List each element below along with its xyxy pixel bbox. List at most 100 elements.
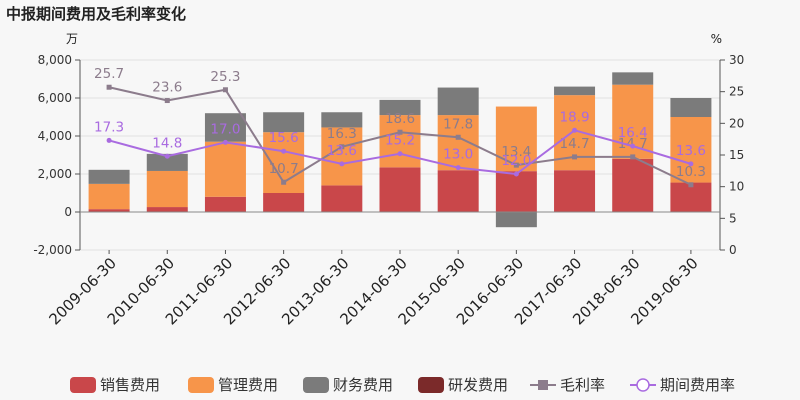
- bar-segment: [321, 112, 363, 128]
- line-point: [455, 165, 461, 171]
- bar-segment: [379, 99, 421, 116]
- bar-segment: [612, 72, 654, 85]
- legend-marker: [636, 378, 650, 392]
- legend-label: 期间费用率: [660, 376, 735, 394]
- right-tick-label: 0: [729, 243, 737, 257]
- data-label: 13.6: [676, 143, 706, 159]
- bar-segment: [263, 112, 305, 133]
- data-label: 13.4: [501, 144, 531, 160]
- bar-segment: [495, 171, 537, 212]
- bar-segment: [146, 207, 188, 212]
- data-label: 15.6: [269, 130, 299, 146]
- line-point: [513, 162, 519, 168]
- legend-label: 财务费用: [333, 376, 393, 394]
- bar-segment: [670, 117, 712, 183]
- legend-swatch: [303, 377, 329, 393]
- bar-segment: [321, 185, 363, 212]
- left-tick-label: 2,000: [38, 167, 72, 181]
- line-point: [164, 98, 170, 104]
- line-point: [339, 161, 345, 167]
- right-tick-label: 25: [729, 85, 744, 99]
- line-point: [688, 161, 694, 167]
- legend-swatch: [188, 377, 214, 393]
- line-point: [106, 137, 112, 143]
- line-point: [106, 84, 112, 90]
- data-label: 14.7: [560, 136, 590, 152]
- left-tick-label: 4,000: [38, 129, 72, 143]
- line-point: [513, 171, 519, 177]
- left-tick-label: 8,000: [38, 53, 72, 67]
- legend-label: 研发费用: [448, 376, 508, 394]
- left-axis-unit: 万: [66, 32, 78, 46]
- line-point: [222, 139, 228, 145]
- bar-segment: [437, 115, 479, 171]
- left-tick-label: -2,000: [33, 243, 72, 257]
- data-label: 14.8: [152, 135, 182, 151]
- line-point: [455, 134, 461, 140]
- line-point: [688, 182, 694, 188]
- bar-segment: [495, 106, 537, 172]
- legend-swatch: [70, 377, 96, 393]
- bar-segment: [204, 196, 246, 212]
- left-tick-label: 6,000: [38, 91, 72, 105]
- line-point: [222, 87, 228, 93]
- legend-marker: [538, 380, 548, 390]
- line-point: [397, 151, 403, 157]
- bar-segment: [146, 170, 188, 208]
- data-label: 23.6: [152, 80, 182, 96]
- line-point: [630, 154, 636, 160]
- line-point: [281, 179, 287, 185]
- line-point: [281, 148, 287, 154]
- bar-segment: [670, 98, 712, 117]
- data-label: 16.3: [327, 126, 357, 142]
- right-axis-unit: %: [711, 32, 722, 46]
- data-label: 17.8: [443, 116, 473, 132]
- line-point: [397, 129, 403, 135]
- bar-segment: [437, 87, 479, 116]
- bar-segment: [263, 193, 305, 212]
- data-label: 17.3: [94, 119, 124, 135]
- bar-segment: [495, 212, 537, 228]
- bar-segment: [146, 153, 188, 171]
- data-label: 12.0: [501, 153, 531, 169]
- bar-segment: [554, 170, 596, 212]
- right-tick-label: 5: [729, 211, 737, 225]
- right-tick-label: 30: [729, 53, 744, 67]
- left-tick-label: 0: [64, 205, 72, 219]
- data-label: 18.9: [560, 109, 590, 125]
- data-label: 17.0: [210, 121, 240, 137]
- data-label: 25.3: [210, 69, 240, 85]
- data-label: 15.2: [385, 133, 415, 149]
- bar-segment: [379, 167, 421, 212]
- bar-segment: [437, 170, 479, 212]
- bar-segment: [204, 113, 246, 142]
- data-label: 16.4: [618, 125, 648, 141]
- bar-segment: [204, 141, 246, 197]
- data-label: 10.3: [676, 164, 706, 180]
- bar-segment: [321, 127, 363, 186]
- bar-segment: [670, 182, 712, 212]
- data-label: 13.0: [443, 147, 473, 163]
- right-tick-label: 10: [729, 180, 744, 194]
- data-label: 18.6: [385, 111, 415, 127]
- data-label: 10.7: [269, 161, 299, 177]
- line-point: [339, 144, 345, 150]
- legend-label: 管理费用: [218, 376, 278, 394]
- line-point: [164, 153, 170, 159]
- bar-segment: [88, 209, 130, 212]
- line-point: [630, 143, 636, 149]
- line-point: [572, 127, 578, 133]
- data-label: 13.6: [327, 143, 357, 159]
- data-label: 25.7: [94, 66, 124, 82]
- right-tick-label: 20: [729, 116, 744, 130]
- line-point: [572, 154, 578, 160]
- legend-label: 销售费用: [100, 376, 160, 394]
- bar-segment: [88, 183, 130, 210]
- legend-swatch: [418, 377, 444, 393]
- bar-segment: [554, 86, 596, 96]
- bar-segment: [88, 169, 130, 184]
- chart-title: 中报期间费用及毛利率变化: [6, 5, 187, 23]
- bar-segment: [612, 158, 654, 212]
